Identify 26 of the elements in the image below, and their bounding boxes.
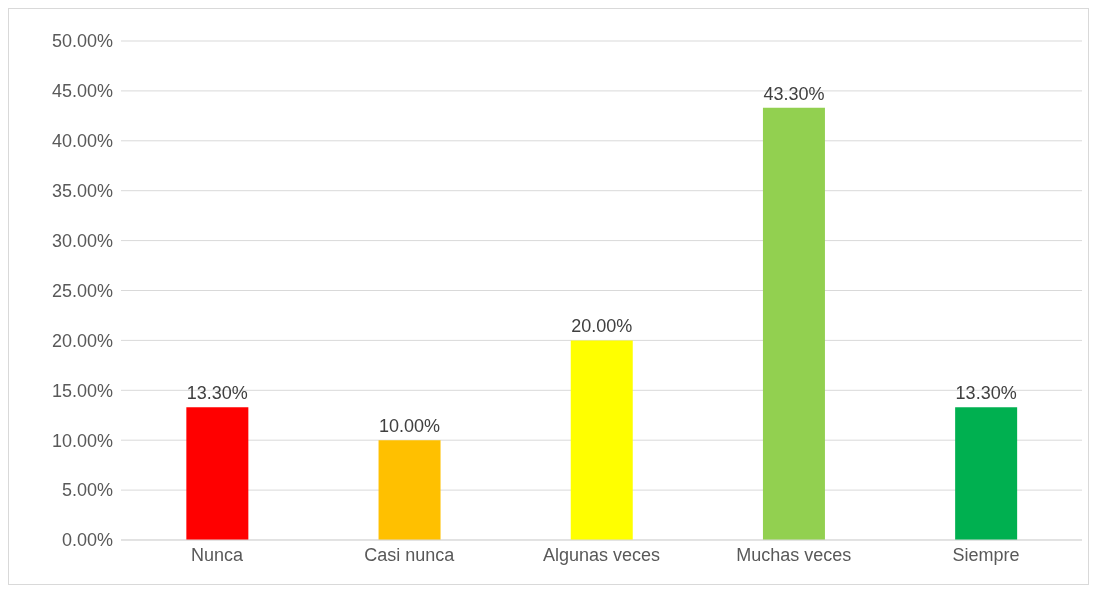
y-tick-label: 30.00%: [51, 230, 113, 251]
x-tick-label: Algunas veces: [542, 544, 661, 565]
y-tick-label: 5.00%: [61, 480, 113, 501]
bar: [955, 407, 1018, 540]
data-label: 20.00%: [571, 316, 633, 337]
y-tick-label: 25.00%: [51, 280, 113, 301]
data-label: 10.00%: [379, 416, 441, 437]
x-tick-label: Muchas veces: [736, 544, 852, 565]
data-label: 13.30%: [955, 383, 1017, 404]
data-label: 13.30%: [186, 383, 248, 404]
bar: [378, 440, 441, 540]
x-tick-label: Nunca: [191, 544, 245, 565]
y-tick-label: 15.00%: [51, 380, 113, 401]
y-tick-label: 35.00%: [51, 181, 113, 202]
y-tick-label: 20.00%: [51, 330, 113, 351]
bar: [570, 340, 633, 540]
y-tick-label: 10.00%: [51, 430, 113, 451]
y-tick-label: 45.00%: [51, 81, 113, 102]
data-label: 43.30%: [763, 83, 825, 104]
y-tick-label: 0.00%: [61, 530, 113, 551]
x-tick-label: Casi nunca: [364, 544, 456, 565]
bar: [762, 107, 825, 540]
bar: [186, 407, 249, 540]
y-tick-label: 50.00%: [51, 31, 113, 52]
y-tick-label: 40.00%: [51, 131, 113, 152]
x-tick-label: Siempre: [952, 544, 1020, 565]
